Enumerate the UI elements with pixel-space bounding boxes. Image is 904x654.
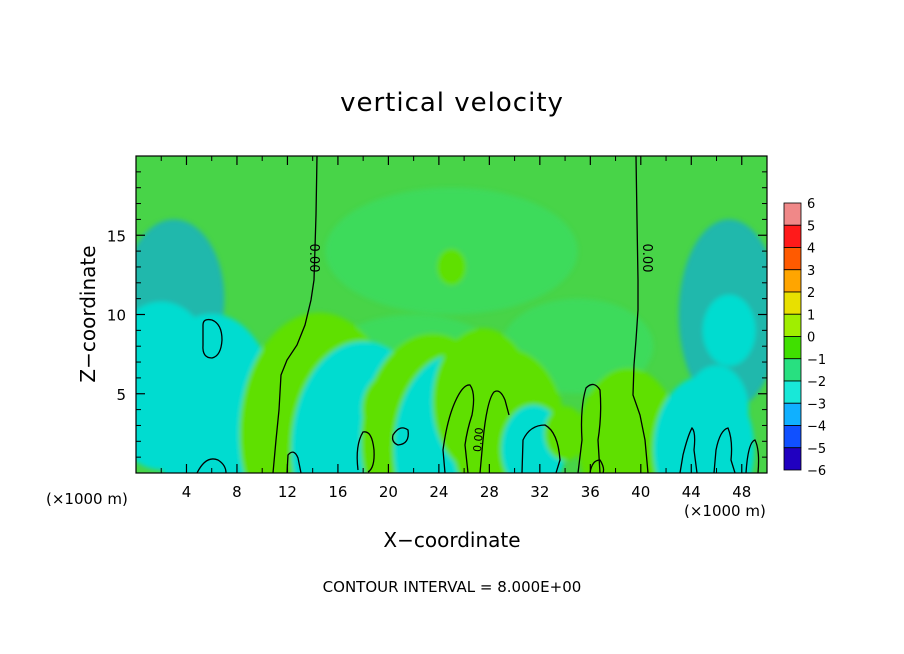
contour-label: 0.00 xyxy=(306,244,321,273)
chart-title: vertical velocity xyxy=(340,88,564,118)
x-tick-label: 20 xyxy=(379,483,398,501)
colorbar-band xyxy=(783,447,802,471)
x-tick-label: 32 xyxy=(530,483,549,501)
colorbar-band xyxy=(783,247,802,271)
colorbar-tick-label: 5 xyxy=(807,219,815,234)
x-axis-label: X−coordinate xyxy=(383,528,521,552)
colorbar-band xyxy=(783,313,802,337)
x-tick-label: 24 xyxy=(429,483,448,501)
x-tick-label: 36 xyxy=(581,483,600,501)
colorbar-band xyxy=(783,425,802,449)
x-tick-label: 16 xyxy=(328,483,347,501)
contour-line xyxy=(196,458,227,473)
contour-line xyxy=(679,426,698,473)
contour-label: 0.00 xyxy=(639,244,654,273)
colorbar-band xyxy=(783,291,802,315)
x-tick-label: 4 xyxy=(182,483,192,501)
contour-line xyxy=(713,427,736,473)
contour-line xyxy=(442,384,475,473)
colorbar-tick-label: −4 xyxy=(807,420,826,435)
colorbar-tick-label: 4 xyxy=(807,242,815,257)
contour-line xyxy=(356,431,375,473)
colorbar-tick-label: 1 xyxy=(807,308,815,323)
contour-line xyxy=(479,390,510,473)
colorbar-band xyxy=(783,269,802,293)
contour-line xyxy=(589,459,605,473)
velocity-field xyxy=(136,187,767,473)
contour-interval-note: CONTOUR INTERVAL = 8.000E+00 xyxy=(322,578,582,596)
contour-line xyxy=(632,156,649,473)
x-tick-label: 28 xyxy=(480,483,499,501)
contour-line xyxy=(745,439,760,473)
x-tick-label: 40 xyxy=(631,483,650,501)
colorbar-band xyxy=(783,336,802,360)
colorbar-tick-label: −2 xyxy=(807,375,826,390)
colorbar-band xyxy=(783,402,802,426)
contour-line xyxy=(577,383,602,473)
colorbar-tick-label: −5 xyxy=(807,442,826,457)
contour-line xyxy=(391,427,409,446)
colorbar-tick-label: −6 xyxy=(807,464,826,479)
field-feature xyxy=(577,368,679,473)
colorbar-tick-label: 6 xyxy=(807,197,815,212)
colorbar-band xyxy=(783,358,802,382)
colorbar-tick-label: 3 xyxy=(807,264,815,279)
x-tick-label: 44 xyxy=(682,483,701,501)
y-axis-label: Z−coordinate xyxy=(76,245,100,383)
x-tick-label: 12 xyxy=(278,483,297,501)
x-tick-label: 48 xyxy=(732,483,751,501)
contour-label: 0.00 xyxy=(471,427,486,453)
x-tick-label: 8 xyxy=(232,483,242,501)
plot-area: 0.00 0.00 0.00 4 8 12 16 20 24 28 32 36 40 44 48510… xyxy=(107,155,768,501)
field-feature xyxy=(544,406,586,461)
x-axis-unit-right: (×1000 m) xyxy=(684,502,766,520)
contour-line xyxy=(521,424,561,473)
contour-line xyxy=(286,451,302,473)
colorbar-tick-label: 2 xyxy=(807,286,815,301)
y-tick-label: 5 xyxy=(116,386,126,404)
x-axis-unit-left: (×1000 m) xyxy=(46,490,128,508)
colorbar-tick-label: −1 xyxy=(807,353,826,368)
field-feature xyxy=(684,365,749,454)
field-feature xyxy=(436,248,467,286)
y-tick-label: 15 xyxy=(107,227,126,245)
contour-line xyxy=(202,318,223,359)
contour-line xyxy=(272,156,318,473)
colorbar-tick-label: 0 xyxy=(807,331,815,346)
y-tick-label: 10 xyxy=(107,307,126,325)
zero-contours xyxy=(196,156,760,473)
field-feature xyxy=(702,294,756,366)
colorbar: 6 5 4 3 2 1 0 −1 −2 −3 −4 −5 −6 xyxy=(783,197,826,479)
contour-labels: 0.00 0.00 0.00 xyxy=(306,244,654,453)
colorbar-tick-label: −3 xyxy=(807,397,826,412)
colorbar-band xyxy=(783,380,802,404)
colorbar-band xyxy=(783,224,802,248)
colorbar-band xyxy=(783,202,802,226)
